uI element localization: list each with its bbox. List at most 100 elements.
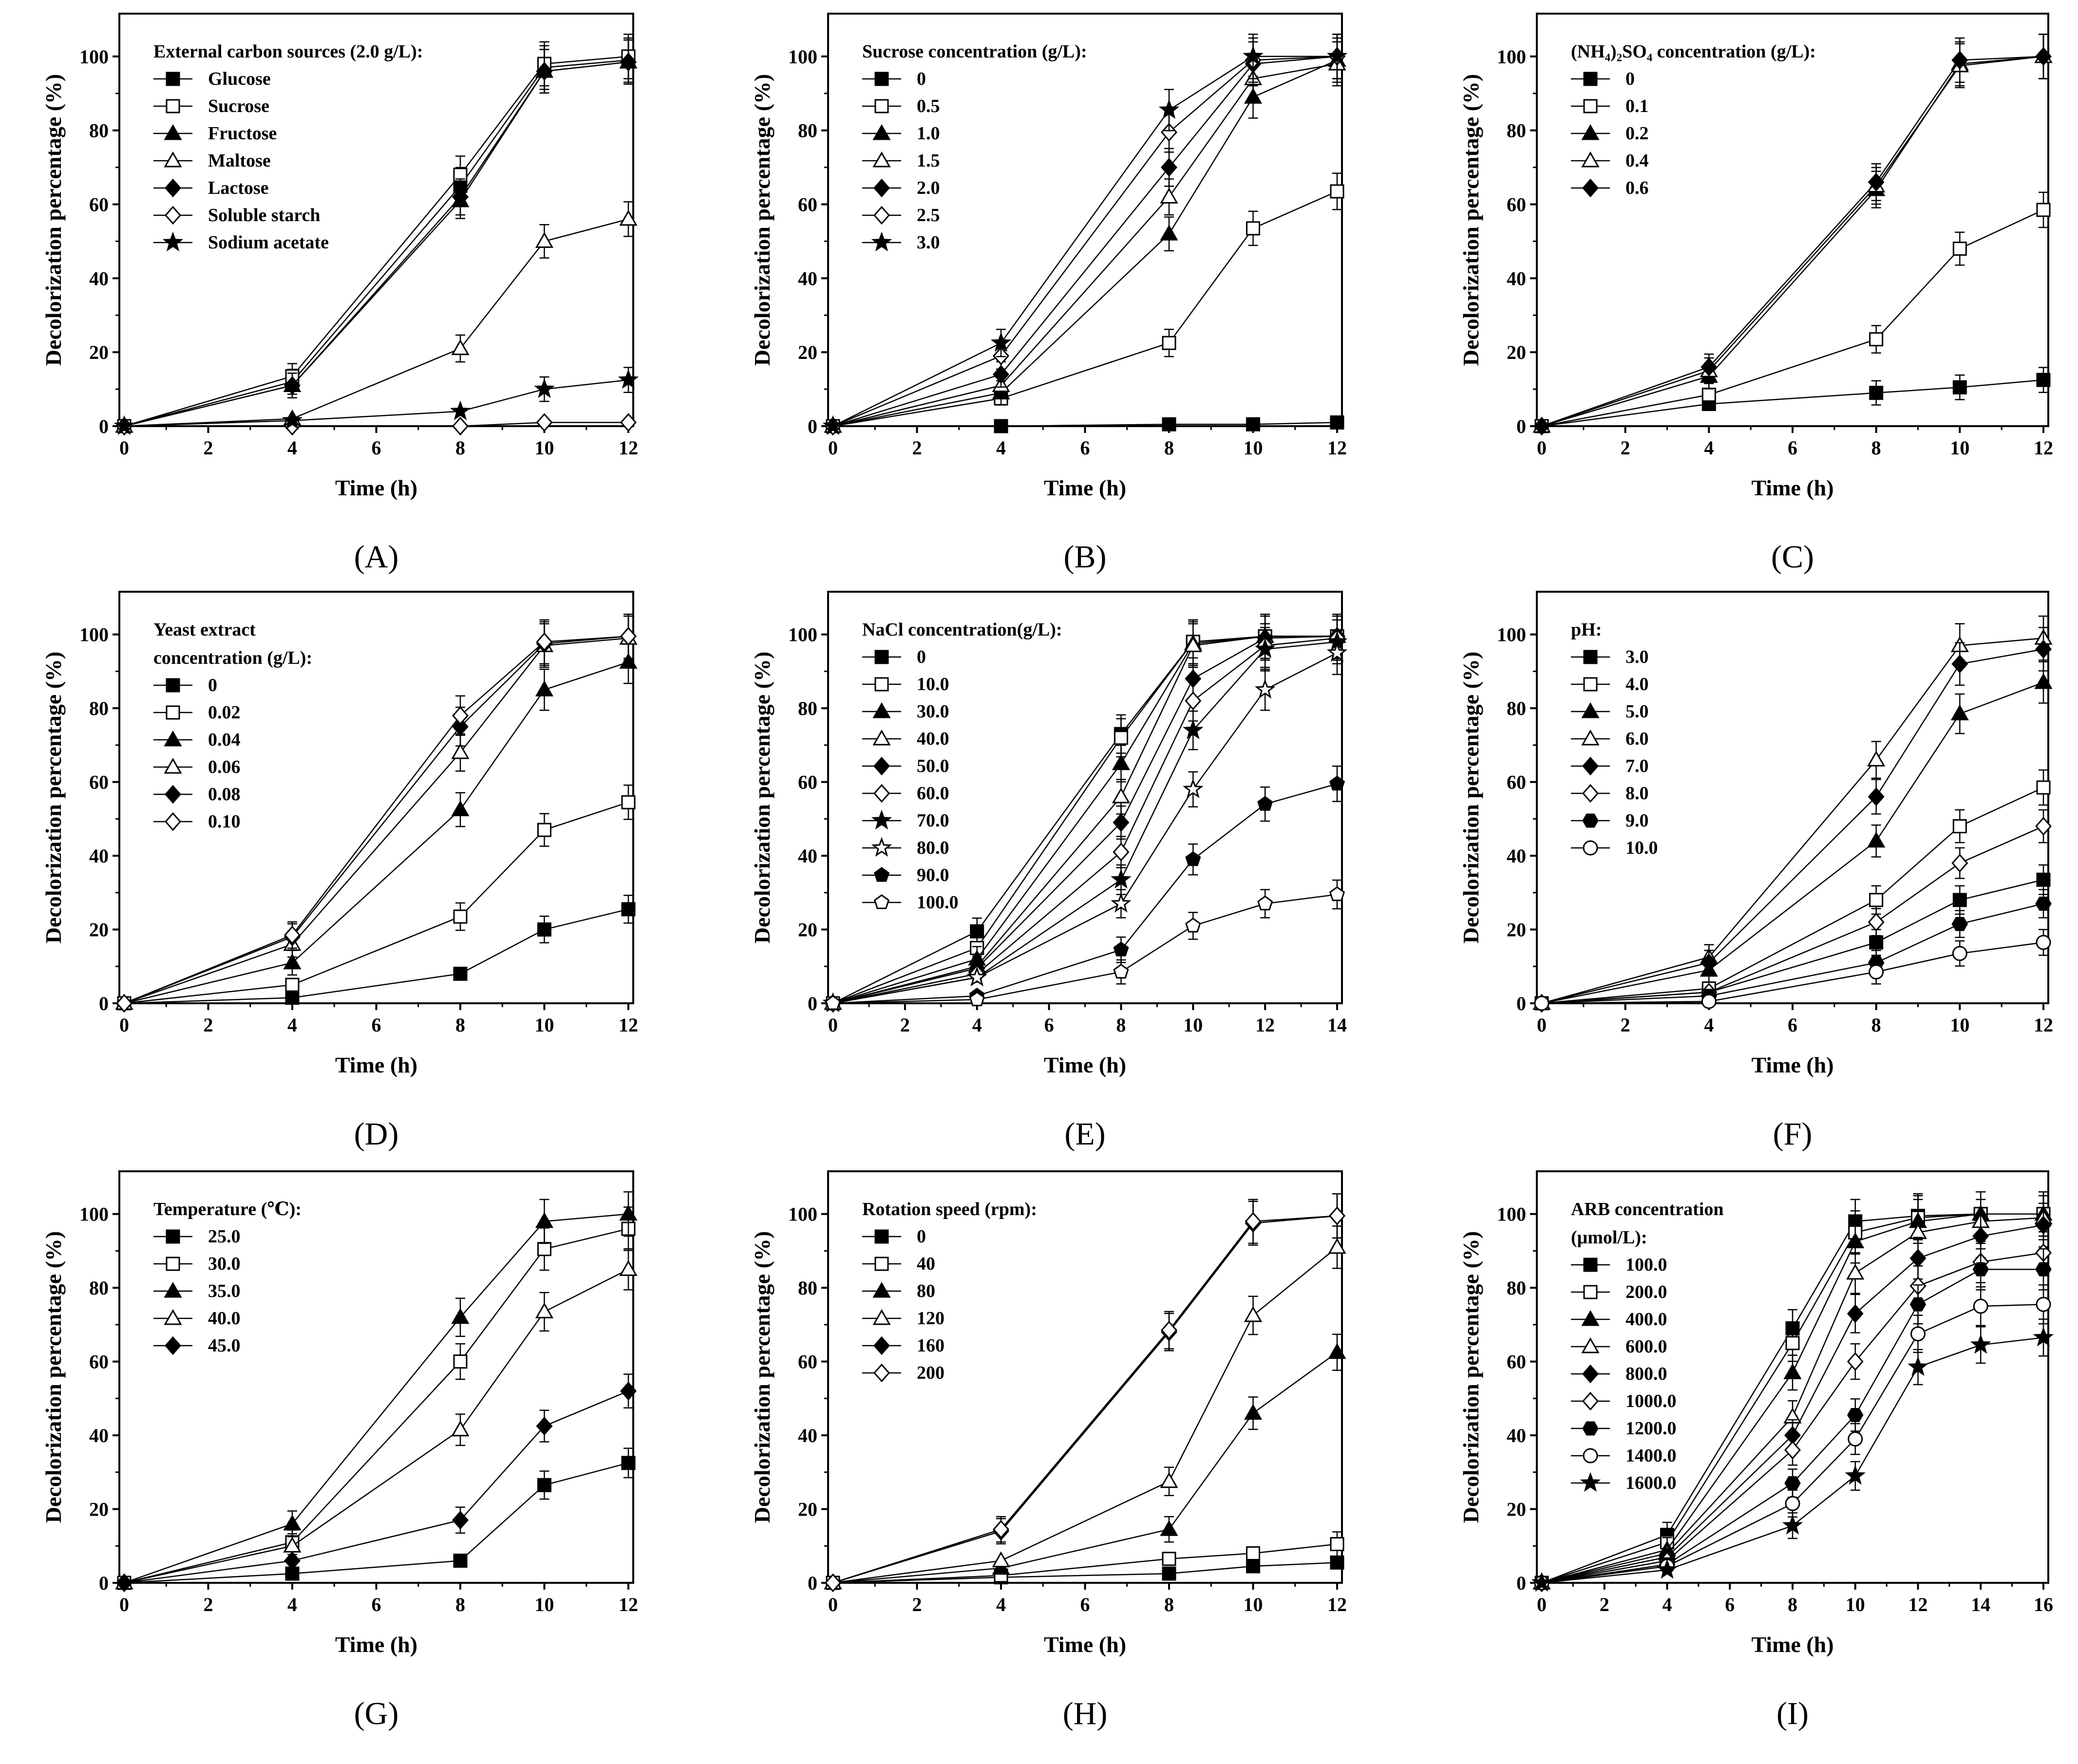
data-point [619,209,638,226]
x-tick-label: 8 [1164,1594,1174,1615]
legend-marker [871,809,892,830]
y-tick-label: 80 [1507,1277,1526,1299]
legend-marker [164,124,182,140]
legend-title: External carbon sources (2.0 g/L): [153,41,423,62]
data-point [1160,123,1178,142]
y-tick-label: 80 [89,120,109,142]
data-point [452,188,469,206]
series-1 [117,1206,636,1590]
legend-marker [1582,178,1599,198]
x-tick-label: 4 [996,437,1006,459]
series-0 [117,895,636,1011]
legend-marker [164,178,182,198]
series-8 [825,765,1345,1010]
legend-entry: 2.0 [917,178,940,198]
plot-frame [118,13,634,427]
legend-marker [1582,1391,1599,1411]
data-point [1785,1496,1800,1511]
data-point [1867,831,1886,848]
series-5 [115,413,637,436]
y-tick-label: 60 [1507,194,1526,216]
x-tick-label: 12 [1327,437,1347,459]
y-tick-label: 40 [89,845,109,867]
y-tick-label: 80 [798,1277,817,1299]
series-2 [115,39,638,433]
legend-entry: 90.0 [917,865,949,885]
data-point [537,1478,551,1492]
legend-entry: 6.0 [1625,729,1649,749]
y-tick-label: 0 [99,993,109,1014]
x-tick-label: 4 [1704,437,1714,459]
legend-marker [1583,1448,1598,1464]
data-point [1869,893,1884,907]
legend-marker [166,1229,180,1244]
data-point [619,653,638,669]
legend-entry: 40.0 [917,729,949,749]
x-tick-label: 4 [287,1014,297,1036]
series-3 [1532,615,2053,1010]
data-point [992,1520,1010,1539]
data-point [1867,751,1886,767]
series-2 [115,1191,638,1590]
y-tick-label: 40 [89,267,109,289]
data-point [535,1302,554,1318]
data-point [534,378,555,398]
x-tick-label: 8 [1788,1594,1797,1615]
data-point [283,1551,301,1570]
legend-entry: Soluble starch [208,205,321,225]
y-tick-label: 100 [1497,46,1526,68]
x-tick-label: 4 [972,1014,982,1036]
series-4 [824,1193,1346,1593]
legend-entry: 4.0 [1625,674,1649,694]
legend-entry: 0.02 [208,702,241,723]
x-tick-label: 4 [1662,1594,1672,1615]
x-tick-label: 0 [1537,437,1547,459]
legend-entry: 0 [917,69,926,89]
data-point [1908,1356,1928,1376]
legend-marker [871,837,892,857]
chart-panel-g: 0 20 40 60 80 100 0 2 4 6 8 10 12 Time (h) Decolorizat… [41,1170,638,1731]
data-point [1952,893,1967,907]
legend-marker [873,784,890,803]
y-tick-label: 0 [808,415,817,437]
y-tick-label: 100 [79,624,109,646]
y-tick-label: 20 [798,919,817,941]
data-point [1869,332,1884,347]
chart-panel-e: 0 20 40 60 80 100 0 2 4 6 8 10 12 14 Time (h) Decoloriz… [750,591,1348,1152]
legend-marker [1583,99,1598,113]
data-point [1951,853,1968,873]
legend-marker [873,867,890,882]
legend-entry: Maltose [208,150,271,171]
series-1 [117,784,636,1011]
y-tick-label: 80 [89,1277,109,1299]
data-point [2035,47,2052,66]
x-tick-label: 2 [1600,1594,1609,1615]
series-line [1541,682,2044,1004]
legend-entry: 8.0 [1625,783,1649,804]
series-line [1541,379,2044,427]
legend-marker [1581,702,1600,718]
legend-entry: 0 [208,675,217,695]
legend-entry: Sodium acetate [208,232,329,253]
data-point [1952,946,1967,961]
plot-frame [118,1170,634,1584]
x-tick-label: 6 [372,1014,381,1036]
y-tick-label: 40 [798,267,817,289]
x-tick-label: 6 [372,437,381,459]
series-2 [824,1333,1346,1590]
y-axis-title: Decolorization percentage (%) [1458,1231,1483,1523]
y-tick-label: 0 [1516,415,1526,437]
legend-entry: 40.0 [208,1308,241,1329]
y-tick-label: 80 [1507,120,1526,142]
legend: Sucrose concentration (g/L): 0 0.5 1.0 1.5 2.… [862,41,1087,253]
data-point [1330,184,1344,199]
y-tick-label: 20 [1507,919,1526,941]
legend-entry: 600.0 [1625,1336,1667,1357]
data-point [992,1551,1010,1568]
data-point [1869,964,1884,980]
series-5 [115,613,637,1013]
legend-entry: 35.0 [208,1281,241,1301]
series-line [832,894,1338,1004]
legend-marker [873,178,890,198]
x-tick-label: 6 [1788,437,1797,459]
